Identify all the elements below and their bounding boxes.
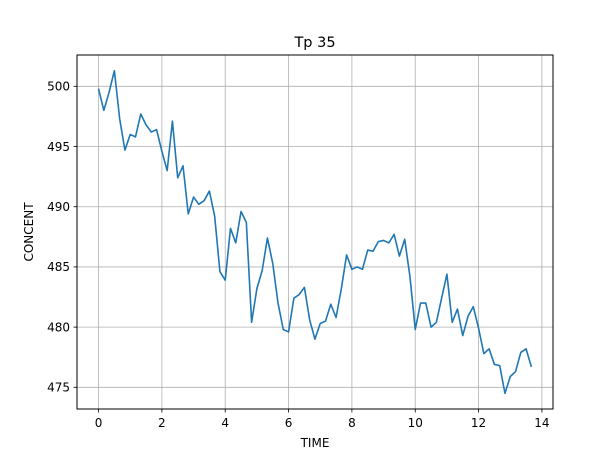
y-tick-label: 480: [47, 320, 70, 334]
y-tick-label: 495: [47, 140, 70, 154]
x-tick-label: 14: [534, 416, 549, 430]
x-tick-label: 0: [95, 416, 103, 430]
y-tick-label: 500: [47, 80, 70, 94]
chart-title: Tp 35: [293, 35, 335, 51]
x-axis-label: TIME: [300, 436, 330, 450]
y-tick-label: 490: [47, 200, 70, 214]
x-tick-label: 2: [158, 416, 166, 430]
y-axis-label: CONCENT: [22, 202, 36, 262]
series-layer: [97, 69, 533, 395]
x-tick-label: 8: [348, 416, 356, 430]
series-line: [97, 69, 533, 395]
x-tick-label: 12: [471, 416, 486, 430]
y-tick-label: 475: [47, 381, 70, 395]
y-axis: 475 480 485 490 495 500: [47, 80, 77, 395]
plot-frame: [76, 54, 554, 410]
x-axis: 0 2 4 6 8 10 12 14: [95, 409, 550, 430]
y-tick-label: 485: [47, 260, 70, 274]
grid: [77, 55, 553, 409]
x-tick-label: 10: [408, 416, 423, 430]
x-tick-label: 6: [285, 416, 293, 430]
x-tick-label: 4: [221, 416, 229, 430]
